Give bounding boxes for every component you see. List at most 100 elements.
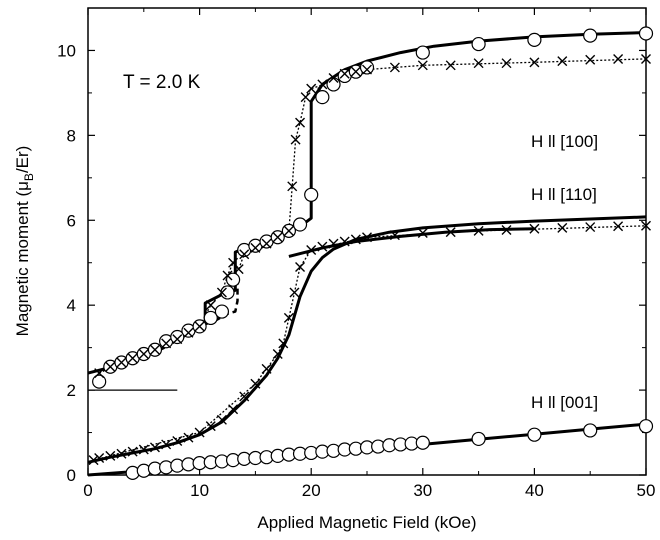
cross-marker (557, 222, 568, 233)
cross-marker (250, 242, 261, 253)
cross-marker (94, 453, 105, 464)
cross-marker (339, 236, 350, 247)
cross-marker (339, 68, 350, 79)
cross-marker (613, 53, 624, 64)
y-tick-label: 2 (67, 381, 76, 400)
circle-marker (304, 187, 319, 202)
circle-marker (638, 26, 654, 41)
circle-marker (315, 90, 330, 105)
cross-marker (306, 83, 317, 94)
cross-marker (473, 58, 484, 69)
cross-marker (116, 448, 127, 459)
cross-marker (529, 223, 540, 234)
cross-marker (194, 427, 205, 438)
cross-marker (233, 264, 244, 275)
cross-marker (261, 238, 272, 249)
cross-marker (317, 241, 328, 252)
cross-marker (585, 222, 596, 233)
y-tick-labels: 0 2 4 6 8 10 (57, 41, 76, 485)
cross-marker (250, 378, 261, 389)
circle-marker (527, 427, 542, 442)
cross-marker (283, 312, 294, 323)
cross-marker (306, 244, 317, 255)
cross-marker (473, 225, 484, 236)
cross-marker (328, 238, 339, 249)
cross-marker (289, 287, 300, 298)
cross-marker (613, 221, 624, 232)
cross-marker (105, 361, 116, 372)
circle-marker (415, 435, 430, 450)
x-tick-label: 10 (190, 481, 209, 500)
cross-marker (283, 225, 294, 236)
cross-marker (161, 439, 172, 450)
cross-marker (161, 338, 172, 349)
cross-marker (138, 444, 149, 455)
cross-marker (362, 64, 372, 75)
y-axis-title: Magnetic moment (μB/Er) (13, 146, 36, 337)
cross-marker (205, 421, 216, 432)
cross-marker (183, 432, 194, 443)
x-axis-title: Applied Magnetic Field (kOe) (257, 513, 476, 532)
circle-marker (359, 60, 375, 75)
cross-marker (641, 53, 651, 64)
temperature-label: T = 2.0 K (123, 72, 201, 93)
y-tick-label: 8 (67, 126, 76, 145)
circle-marker (527, 32, 542, 47)
fit-line-dotted (98, 58, 647, 374)
cross-marker (216, 287, 227, 298)
cross-marker (389, 230, 400, 241)
cross-marker (272, 232, 283, 243)
fit-line-solid (288, 227, 535, 258)
circle-marker (583, 423, 598, 438)
circle-marker (203, 310, 218, 326)
circle-marker (583, 28, 598, 43)
label-h100: H ll [100] (531, 132, 598, 151)
cross-marker (290, 134, 301, 145)
circle-marker (214, 304, 230, 319)
x-tick-label: 30 (413, 481, 432, 500)
cross-marker (183, 327, 194, 338)
cross-marker (138, 349, 149, 359)
cross-marker (295, 261, 306, 272)
cross-marker (222, 270, 233, 281)
y-tick-label: 6 (67, 211, 76, 230)
cross-marker (641, 220, 651, 231)
cross-marker (350, 234, 361, 245)
cross-marker (105, 450, 116, 461)
circle-marker (415, 45, 430, 60)
cross-marker (300, 92, 311, 103)
cross-marker (501, 225, 512, 236)
cross-marker (127, 446, 138, 457)
cross-marker (295, 117, 306, 128)
circle-marker (292, 217, 308, 232)
cross-marker (149, 344, 160, 355)
cross-marker (445, 227, 456, 238)
cross-marker (501, 58, 512, 69)
label-h001: H ll [001] (531, 393, 598, 412)
cross-marker (557, 56, 568, 67)
cross-marker (272, 349, 283, 359)
cross-marker (239, 391, 250, 402)
cross-marker (94, 368, 105, 379)
y-tick-label: 4 (67, 296, 76, 315)
fit-line-solid (87, 215, 647, 464)
y-tick-label: 0 (67, 466, 76, 485)
y-tick-label: 10 (57, 41, 76, 60)
circle-marker (638, 419, 654, 434)
cross-marker (127, 353, 138, 364)
cross-marker (205, 300, 216, 311)
cross-marker (149, 442, 160, 453)
cross-marker (417, 228, 428, 239)
x-tick-label: 0 (83, 481, 92, 500)
cross-marker (278, 338, 289, 349)
cross-marker (261, 363, 272, 374)
cross-marker (116, 357, 127, 368)
cross-marker (216, 414, 227, 425)
circle-marker (225, 272, 241, 287)
x-tick-label: 50 (637, 481, 656, 500)
cross-marker (317, 79, 328, 90)
x-tick-label: 40 (525, 481, 544, 500)
cross-marker (287, 181, 298, 192)
cross-marker (350, 66, 361, 77)
